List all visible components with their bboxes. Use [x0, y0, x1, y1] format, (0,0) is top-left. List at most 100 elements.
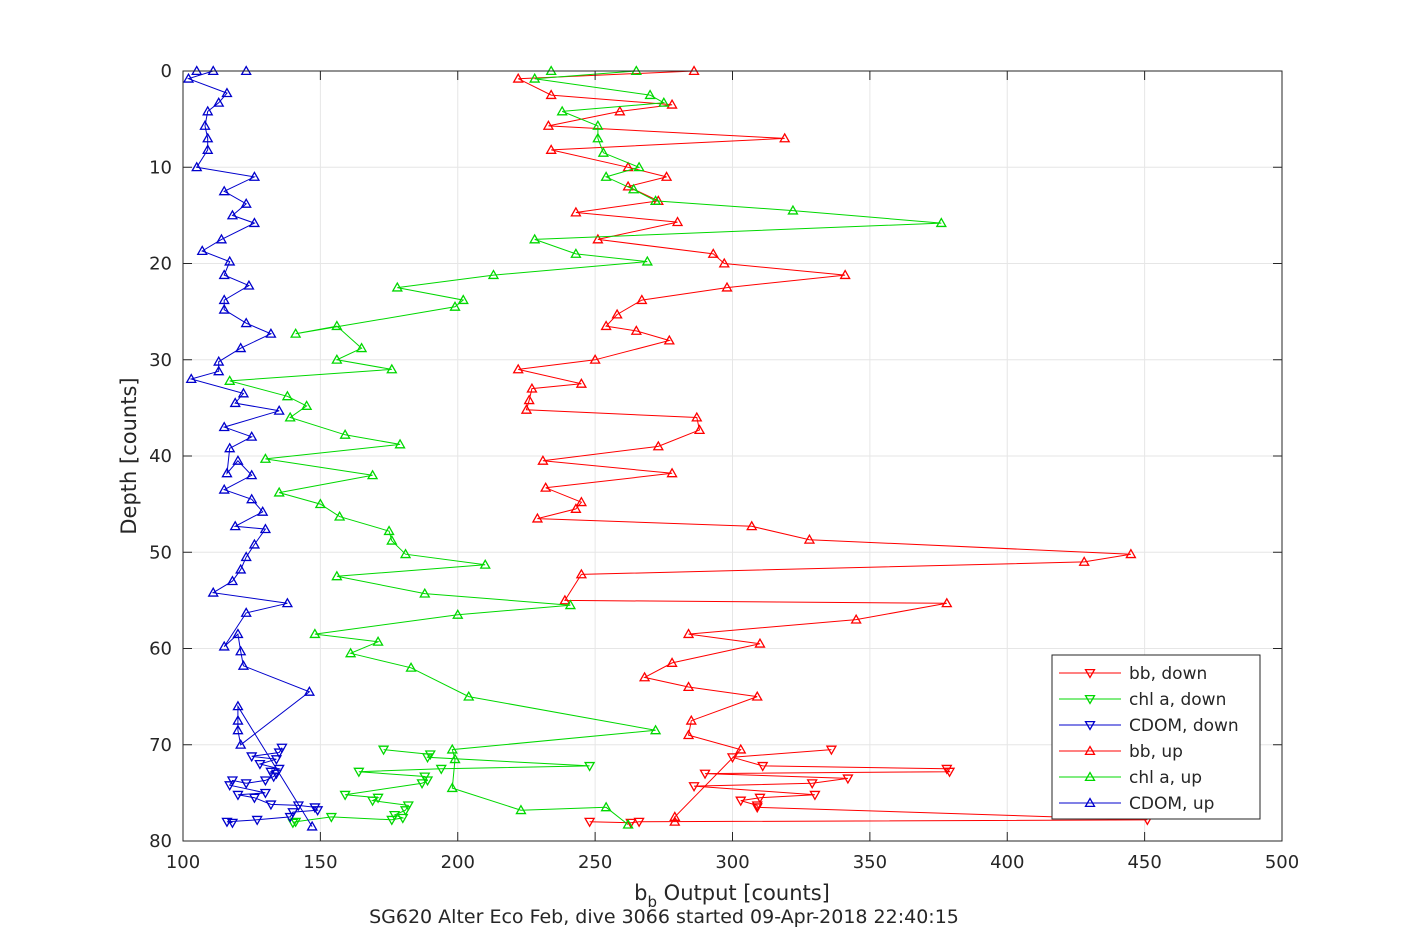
data-point: [575, 496, 588, 507]
data-point: [235, 645, 247, 656]
data-point: [246, 430, 258, 441]
data-point: [512, 72, 524, 83]
series-cdom-up: [182, 65, 318, 831]
data-point: [545, 144, 557, 154]
legend-marker: [1084, 720, 1096, 731]
data-point: [221, 87, 233, 98]
data-point: [627, 183, 640, 194]
data-point: [240, 607, 252, 617]
data-point: [457, 294, 469, 305]
legend-marker: [1084, 797, 1096, 808]
data-point: [383, 525, 395, 536]
data-point: [592, 233, 604, 244]
legend-label: CDOM, down: [1129, 716, 1239, 736]
data-point: [685, 714, 697, 725]
data-point: [273, 748, 285, 759]
legend-marker: [1084, 668, 1096, 679]
data-point: [232, 714, 244, 725]
data-point: [207, 65, 219, 76]
y-tick-label: 10: [149, 157, 172, 178]
data-point: [377, 745, 390, 756]
legend-item: chl a, down: [1059, 690, 1226, 710]
data-point: [682, 681, 695, 692]
data-point: [248, 217, 261, 228]
data-point: [388, 810, 401, 821]
data-point: [633, 161, 645, 172]
data-point: [240, 198, 252, 208]
data-point: [248, 793, 261, 804]
series-cdom-down: [221, 743, 324, 829]
data-point: [248, 538, 261, 549]
x-axis-label: bb Output [counts]: [634, 881, 830, 911]
data-point: [600, 320, 612, 331]
series-bb-down: [584, 745, 1153, 829]
data-point: [693, 424, 706, 435]
data-point: [630, 325, 642, 335]
legend-label: bb, up: [1129, 742, 1183, 762]
data-point: [235, 563, 247, 574]
data-point: [391, 281, 403, 292]
x-tick-label: 400: [990, 852, 1024, 873]
data-point: [284, 411, 296, 422]
legend-item: chl a, up: [1059, 768, 1202, 788]
data-point: [240, 551, 252, 562]
legend-marker: [1084, 694, 1096, 705]
data-point: [452, 609, 464, 619]
series-chl-a-down: [287, 745, 596, 829]
data-point: [331, 570, 343, 581]
data-point: [224, 442, 236, 453]
data-point: [182, 72, 195, 83]
legend-label: chl a, up: [1129, 768, 1202, 788]
data-point: [625, 818, 637, 829]
data-point: [218, 269, 230, 280]
x-axis-label-main: b: [634, 881, 647, 905]
x-tick-label: 250: [578, 852, 612, 873]
legend: bb, down chl a, down CDOM, down bb, up chl a…: [1051, 654, 1261, 820]
data-point: [559, 594, 571, 605]
data-point: [718, 257, 730, 268]
data-point: [366, 796, 379, 807]
data-point: [515, 804, 527, 815]
data-point: [270, 769, 283, 780]
data-point: [240, 317, 252, 328]
data-point: [301, 400, 313, 410]
data-point: [850, 613, 862, 624]
data-point: [287, 808, 299, 818]
data-point: [232, 700, 244, 711]
data-point: [191, 65, 203, 76]
data-point: [842, 774, 854, 785]
data-point: [240, 779, 252, 790]
data-point: [331, 320, 343, 331]
data-point: [213, 365, 225, 376]
data-point: [779, 132, 791, 143]
data-point: [339, 429, 351, 439]
data-point: [202, 132, 214, 143]
legend-marker: [1084, 771, 1096, 782]
data-point: [570, 206, 582, 217]
data-point: [669, 811, 681, 821]
data-point: [237, 660, 250, 670]
y-tick-label: 60: [149, 639, 172, 660]
data-point: [232, 628, 244, 639]
x-tick-label: 200: [441, 852, 475, 873]
data-point: [314, 498, 326, 509]
data-point: [218, 185, 230, 196]
data-point: [281, 390, 294, 401]
data-point: [232, 724, 244, 735]
data-point: [235, 342, 247, 353]
data-point: [787, 204, 799, 215]
x-tick-label: 350: [853, 852, 887, 873]
data-point: [735, 796, 747, 807]
data-point: [754, 793, 766, 804]
data-point: [806, 779, 818, 790]
data-point: [246, 493, 258, 504]
data-point: [636, 294, 648, 305]
data-point: [333, 510, 346, 521]
data-point: [825, 745, 838, 756]
x-tick-label: 450: [1127, 852, 1161, 873]
data-point: [688, 65, 700, 76]
data-point: [276, 743, 288, 754]
data-point: [529, 72, 541, 83]
data-point: [240, 65, 252, 76]
data-point: [638, 671, 651, 682]
